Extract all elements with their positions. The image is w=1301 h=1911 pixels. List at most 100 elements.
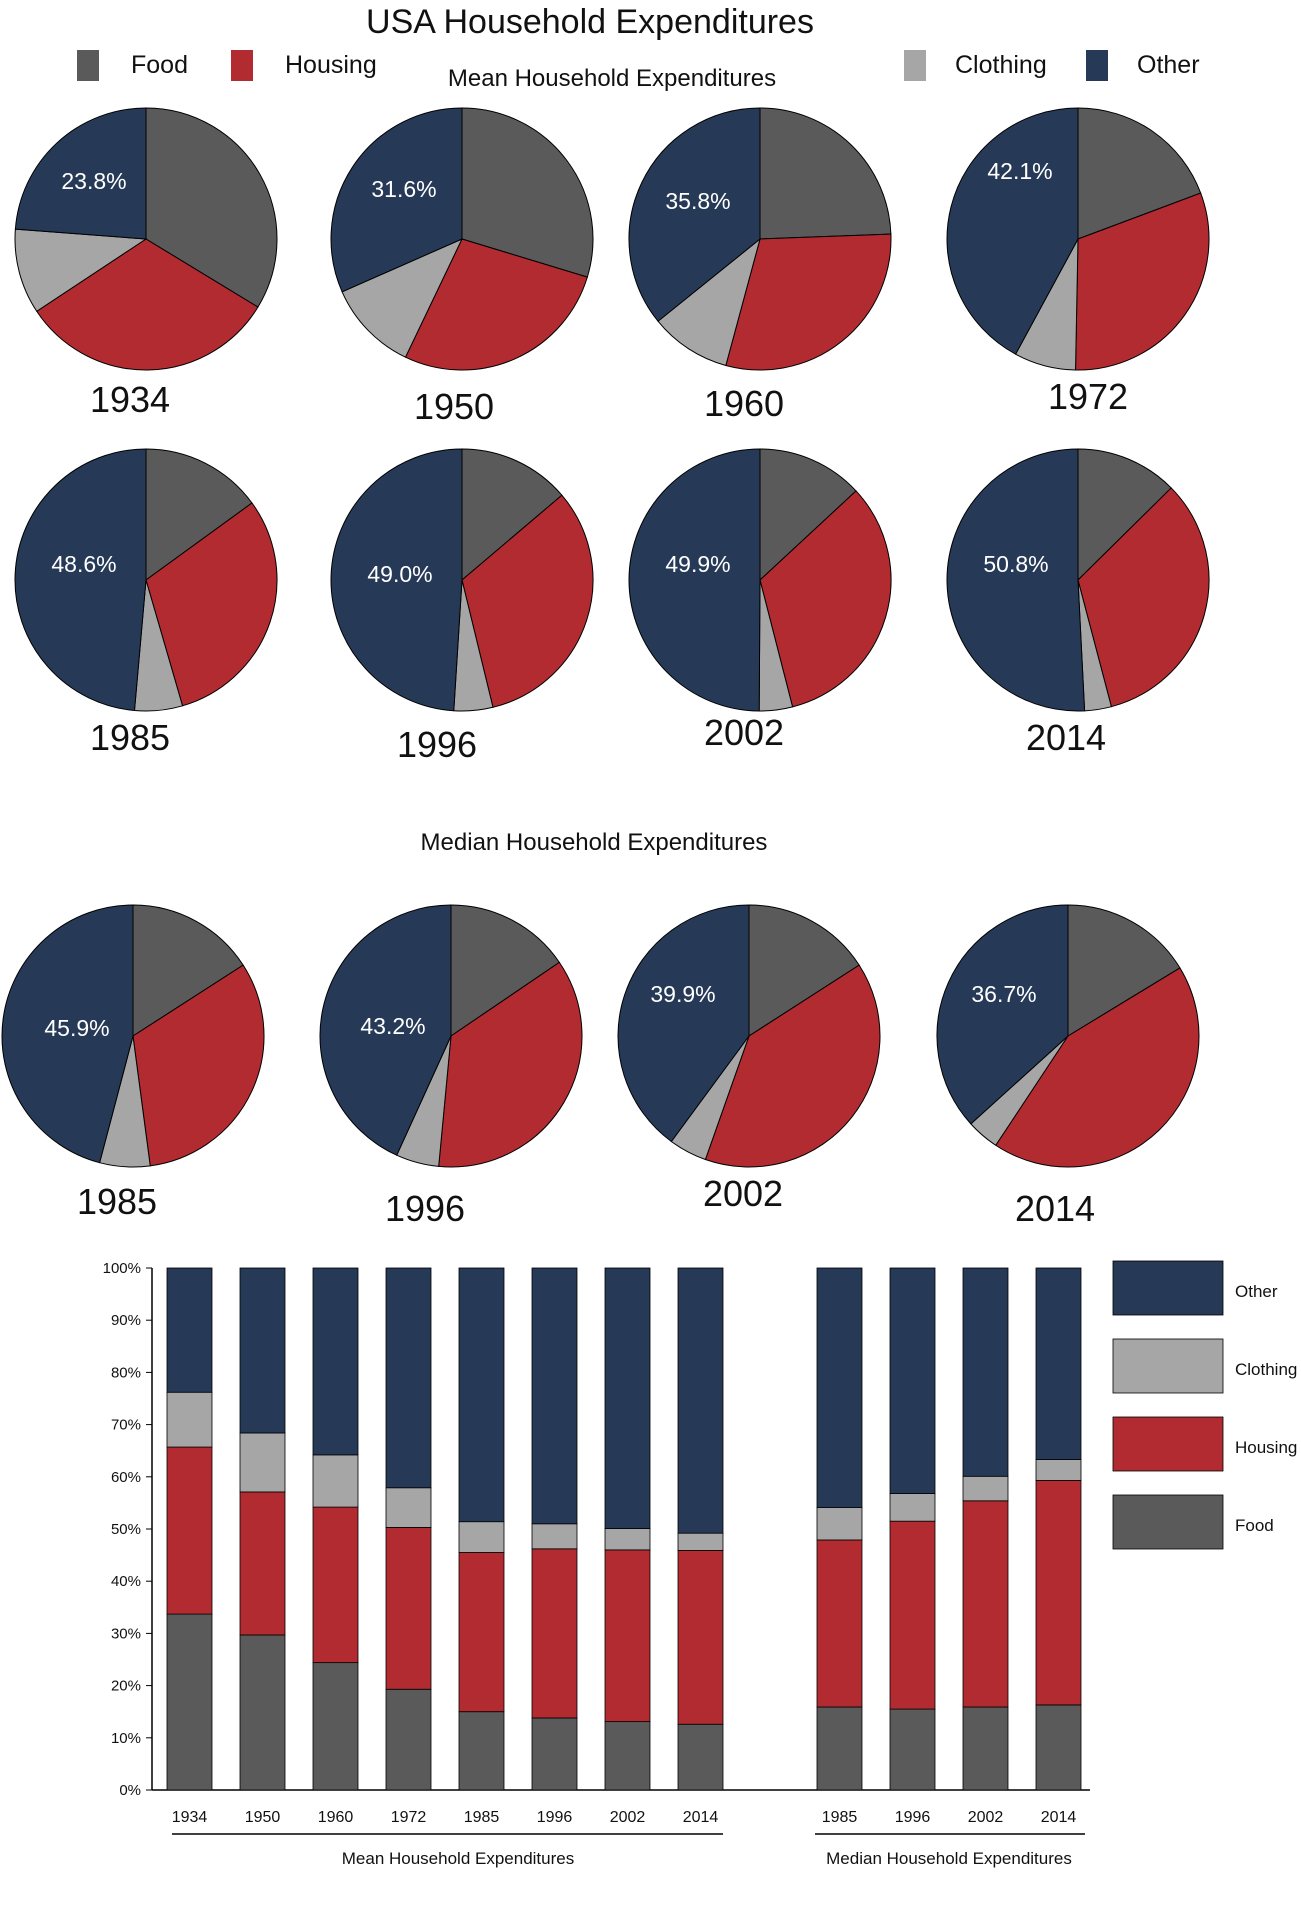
top-legend: Food Housing Clothing Other (77, 50, 1200, 81)
pie-slice-housing (1077, 487, 1210, 708)
pie-slice-other (946, 107, 1079, 355)
bar-segment-housing (531, 1548, 578, 1719)
pie-slice-food (145, 107, 278, 308)
pie-year-label: 1960 (704, 383, 784, 424)
pie-median-1985: 45.9% 1985 (1, 904, 265, 1222)
bar-segment-other (385, 1267, 432, 1489)
pie-year-label: 2002 (703, 1173, 783, 1214)
median-pie-charts: 45.9% 1985 43.2% 1996 39.9% 2002 36.7% 2014 (1, 904, 1200, 1229)
pie-slice-other (628, 107, 761, 322)
pie-year-label: 2014 (1015, 1188, 1095, 1229)
pie-slice-other (617, 904, 750, 1143)
bar-stack-2002 (604, 1267, 651, 1791)
pie-median-2014: 36.7% 2014 (936, 904, 1200, 1229)
x-tick-label: 1950 (245, 1809, 281, 1826)
y-tick-label: 80% (111, 1364, 141, 1381)
pie-slice-other (14, 107, 147, 240)
pie-other-percent-label: 36.7% (971, 981, 1036, 1007)
pie-mean-1996: 49.0% 1996 (330, 448, 594, 765)
pie-slice-food (132, 904, 244, 1037)
pie-other-percent-label: 49.0% (367, 561, 432, 587)
y-tick-label: 40% (111, 1573, 141, 1590)
y-tick-label: 20% (111, 1678, 141, 1695)
y-tick-label: 90% (111, 1312, 141, 1329)
bar-stack-1985 (458, 1267, 505, 1791)
pie-year-label: 2002 (704, 712, 784, 753)
legend-label-other: Other (1137, 51, 1200, 79)
pie-year-label: 1996 (385, 1188, 465, 1229)
x-tick-label: 2014 (683, 1809, 719, 1826)
bar-segment-clothing (385, 1487, 432, 1528)
bar-segment-food (816, 1706, 863, 1791)
bar-segment-food (385, 1688, 432, 1791)
x-tick-label: 1985 (464, 1809, 500, 1826)
pie-median-2002: 39.9% 2002 (617, 904, 881, 1214)
pie-slice-clothing (14, 228, 148, 312)
bar-segment-food (312, 1662, 359, 1791)
pie-slice-housing (404, 238, 588, 371)
bar-segment-other (604, 1267, 651, 1529)
pie-slice-food (1067, 904, 1181, 1037)
legend-label-food: Food (131, 51, 188, 79)
bar-segment-other (239, 1267, 286, 1434)
pie-slice-housing (995, 967, 1200, 1168)
legend-label-clothing: Clothing (955, 51, 1047, 79)
pie-other-percent-label: 42.1% (987, 158, 1052, 184)
y-tick-label: 30% (111, 1625, 141, 1642)
bar-legend-label-food: Food (1235, 1516, 1274, 1535)
pie-mean-1985: 48.6% 1985 (14, 448, 278, 758)
x-tick-label: 1934 (172, 1809, 208, 1826)
figure-title: USA Household Expenditures (366, 3, 814, 41)
bar-stack-1996 (531, 1267, 578, 1791)
pie-other-percent-label: 45.9% (44, 1015, 109, 1041)
bar-legend-swatch-food (1112, 1494, 1224, 1550)
bar-legend-label-housing: Housing (1235, 1438, 1297, 1457)
bar-segment-other (1035, 1267, 1082, 1460)
pie-slice-clothing (657, 237, 761, 367)
stacked-bar-chart: 0%10%20%30%40%50%60%70%80%90%100% 1934 19… (103, 1260, 1298, 1868)
legend-swatch-food (77, 50, 99, 81)
x-tick-label: 1985 (822, 1809, 858, 1826)
pie-slice-housing (36, 238, 259, 371)
pie-year-label: 1985 (90, 717, 170, 758)
legend-swatch-other (1086, 50, 1108, 81)
legend-swatch-housing (231, 50, 253, 81)
x-tick-label: 1972 (391, 1809, 427, 1826)
pie-slice-food (748, 904, 860, 1037)
bar-segment-housing (1035, 1480, 1082, 1706)
bar-segment-housing (385, 1527, 432, 1690)
bar-stack-1960 (312, 1267, 359, 1791)
pie-mean-1972: 42.1% 1972 (946, 107, 1210, 417)
bar-segment-food (604, 1721, 651, 1791)
y-tick-label: 70% (111, 1417, 141, 1434)
bar-segment-clothing (889, 1493, 936, 1522)
bar-segment-clothing (531, 1523, 578, 1550)
bar-segment-clothing (677, 1532, 724, 1551)
pie-year-label: 1950 (414, 386, 494, 427)
bar-segment-food (458, 1711, 505, 1791)
bar-legend-swatch-other (1112, 1260, 1224, 1316)
pie-slice-food (461, 107, 594, 278)
bar-stack-1985 (816, 1267, 863, 1791)
bar-stack-1972 (385, 1267, 432, 1791)
pie-slice-other (330, 448, 463, 712)
pie-slice-food (1077, 448, 1172, 582)
pie-slice-housing (461, 494, 594, 708)
bar-segment-other (531, 1267, 578, 1525)
x-tick-label: 2002 (610, 1809, 646, 1826)
bar-segment-housing (677, 1550, 724, 1725)
bar-segment-housing (312, 1506, 359, 1664)
pie-slice-other (1, 904, 134, 1164)
pie-slice-food (759, 448, 857, 582)
pie-mean-1960: 35.8% 1960 (628, 107, 892, 424)
median-group-label: Median Household Expenditures (826, 1849, 1072, 1868)
pie-slice-other (14, 448, 147, 712)
bar-segment-housing (604, 1549, 651, 1723)
bar-segment-housing (889, 1520, 936, 1710)
x-tick-label: 1996 (537, 1809, 573, 1826)
x-tick-label: 2014 (1041, 1809, 1077, 1826)
pie-year-label: 1934 (90, 379, 170, 420)
x-tick-label: 2002 (968, 1809, 1004, 1826)
pie-slice-housing (704, 964, 881, 1168)
